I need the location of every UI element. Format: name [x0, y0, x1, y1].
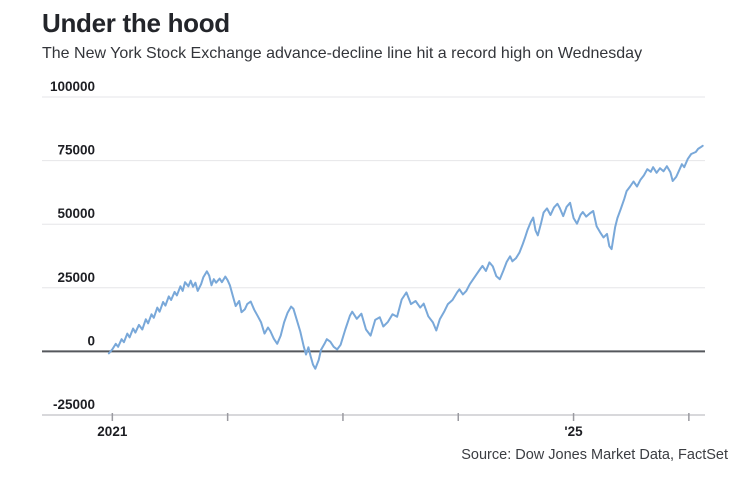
series-line	[107, 144, 704, 370]
x-tick-label: '25	[564, 424, 583, 439]
y-tick-label: 25000	[57, 270, 95, 285]
page-title: Under the hood	[42, 8, 230, 38]
y-tick-label: 75000	[57, 143, 95, 158]
x-tick-label: 2021	[97, 424, 128, 439]
chart-subtitle: The New York Stock Exchange advance-decl…	[42, 45, 643, 62]
source-credit: Source: Dow Jones Market Data, FactSet	[461, 447, 728, 463]
y-tick-label: 0	[87, 333, 95, 348]
y-tick-label: 50000	[57, 206, 95, 221]
y-tick-label: 100000	[50, 79, 95, 94]
y-tick-label: -25000	[53, 397, 95, 412]
